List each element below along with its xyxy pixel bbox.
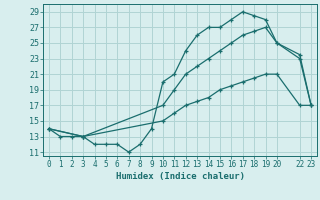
X-axis label: Humidex (Indice chaleur): Humidex (Indice chaleur) <box>116 172 244 181</box>
